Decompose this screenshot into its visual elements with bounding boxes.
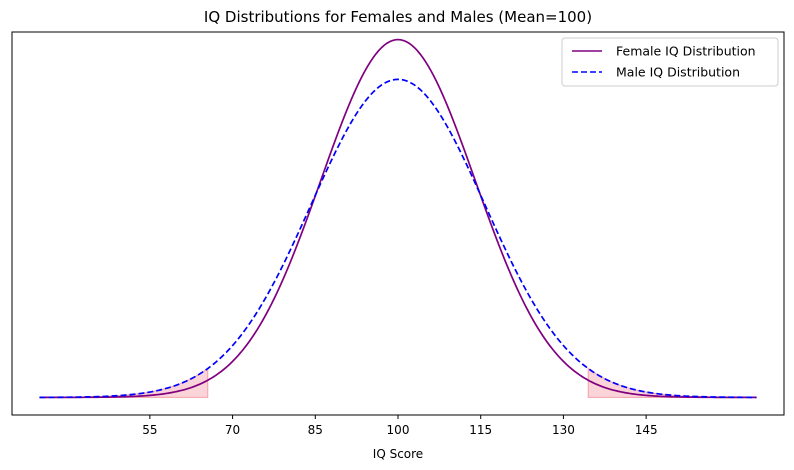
- legend-box: [561, 37, 779, 87]
- x-tick-label-130: 130: [552, 423, 575, 437]
- chart-title: IQ Distributions for Females and Males (…: [204, 8, 592, 26]
- legend-label-female: Female IQ Distribution: [616, 44, 756, 59]
- female-distribution-line: [39, 38, 757, 399]
- x-tick-label-100: 100: [387, 423, 410, 437]
- x-tick-label-115: 115: [469, 423, 492, 437]
- x-axis-ticks: 55 70 85 100 115 130 145: [142, 415, 658, 437]
- x-axis-label: IQ Score: [373, 447, 423, 461]
- plot-area: [39, 38, 757, 399]
- x-tick-label-55: 55: [142, 423, 157, 437]
- male-distribution-line: [39, 78, 757, 399]
- legend: Female IQ Distribution Male IQ Distribut…: [561, 37, 779, 87]
- x-tick-label-70: 70: [225, 423, 240, 437]
- legend-label-male: Male IQ Distribution: [616, 65, 740, 80]
- x-tick-label-85: 85: [308, 423, 323, 437]
- x-tick-label-145: 145: [635, 423, 658, 437]
- plot-frame: [11, 31, 785, 416]
